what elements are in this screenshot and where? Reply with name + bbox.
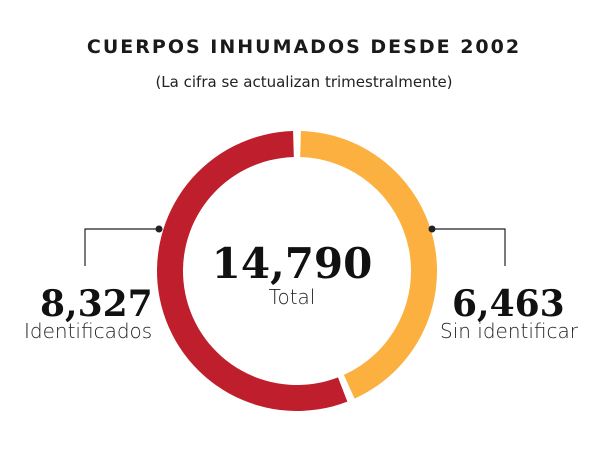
callout-dot-sin-identificar xyxy=(428,225,436,233)
sin-identificar-value: 6,463 xyxy=(452,283,565,325)
total-value: 14,790 xyxy=(211,239,373,288)
callout-line-identificados xyxy=(84,228,159,266)
callout-dot-identificados xyxy=(155,225,163,233)
sin-identificar-label: Sin identificar xyxy=(440,319,578,343)
chart-subtitle: (La cifra se actualizan trimestralmente) xyxy=(155,73,453,91)
slice-sin-identificar xyxy=(300,131,437,399)
chart-title: CUERPOS INHUMADOS DESDE 2002 xyxy=(86,36,522,58)
identificados-label: Identificados xyxy=(24,319,153,343)
total-label: Total xyxy=(268,285,316,309)
identificados-value: 8,327 xyxy=(40,283,153,325)
callout-line-sin-identificar xyxy=(432,228,506,266)
slice-identificados xyxy=(157,131,348,412)
